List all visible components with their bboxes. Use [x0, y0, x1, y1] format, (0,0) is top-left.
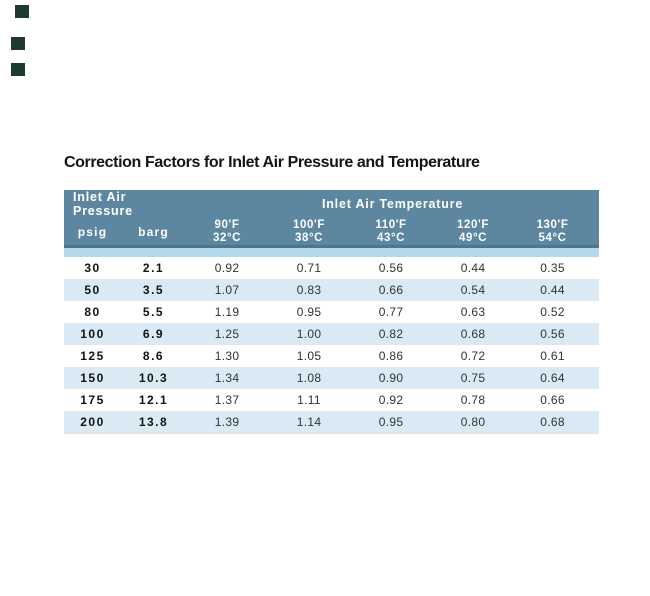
factor-cell: 0.92 — [350, 389, 433, 411]
psig-cell: 175 — [64, 389, 121, 411]
column-group-inlet-air-pressure: Inlet Air Pressure — [64, 190, 187, 218]
factor-cell: 0.66 — [350, 279, 433, 301]
factor-cell: 0.52 — [514, 301, 600, 323]
factor-cell: 1.34 — [186, 367, 269, 389]
factor-cell: 0.66 — [514, 389, 600, 411]
table-row: 80 5.5 1.19 0.95 0.77 0.63 0.52 — [64, 301, 600, 323]
column-header-psig: psig — [64, 218, 121, 248]
image-fragment — [11, 37, 25, 50]
factor-cell: 0.71 — [268, 257, 351, 279]
barg-cell: 10.3 — [121, 367, 187, 389]
column-group-inlet-air-temperature: Inlet Air Temperature — [186, 190, 600, 218]
factor-cell: 1.30 — [186, 345, 269, 367]
factor-cell: 0.63 — [432, 301, 515, 323]
column-header-barg: barg — [121, 218, 187, 248]
image-fragment — [15, 5, 29, 18]
factor-cell: 1.05 — [268, 345, 351, 367]
factor-cell: 0.61 — [514, 345, 600, 367]
table-row: 200 13.8 1.39 1.14 0.95 0.80 0.68 — [64, 411, 600, 434]
temp-f-label: 90'F — [214, 218, 240, 231]
factor-cell: 0.92 — [186, 257, 269, 279]
factor-cell: 0.56 — [514, 323, 600, 345]
factor-cell: 0.75 — [432, 367, 515, 389]
image-fragment — [11, 63, 25, 76]
barg-cell: 12.1 — [121, 389, 187, 411]
factor-cell: 1.19 — [186, 301, 269, 323]
factor-cell: 0.68 — [432, 323, 515, 345]
table-row: 100 6.9 1.25 1.00 0.82 0.68 0.56 — [64, 323, 600, 345]
barg-cell: 6.9 — [121, 323, 187, 345]
column-header-130f: 130'F 54°C — [514, 218, 600, 248]
column-group-row: Inlet Air Pressure Inlet Air Temperature — [64, 190, 600, 218]
temp-c-label: 54°C — [538, 231, 567, 244]
barg-cell: 5.5 — [121, 301, 187, 323]
table-header: Inlet Air Pressure Inlet Air Temperature… — [64, 190, 600, 248]
factor-cell: 0.44 — [432, 257, 515, 279]
barg-cell: 2.1 — [121, 257, 187, 279]
spacer-cell — [64, 246, 600, 257]
table-row: 125 8.6 1.30 1.05 0.86 0.72 0.61 — [64, 345, 600, 367]
factor-cell: 1.11 — [268, 389, 351, 411]
factor-cell: 0.80 — [432, 411, 515, 434]
table-row: 30 2.1 0.92 0.71 0.56 0.44 0.35 — [64, 257, 600, 279]
psig-cell: 200 — [64, 411, 121, 434]
factor-cell: 0.44 — [514, 279, 600, 301]
factor-cell: 0.77 — [350, 301, 433, 323]
temp-f-label: 110'F — [375, 218, 407, 231]
factor-cell: 0.90 — [350, 367, 433, 389]
table-row: 150 10.3 1.34 1.08 0.90 0.75 0.64 — [64, 367, 600, 389]
column-header-110f: 110'F 43°C — [350, 218, 433, 248]
factor-cell: 0.68 — [514, 411, 600, 434]
factor-cell: 1.08 — [268, 367, 351, 389]
psig-cell: 125 — [64, 345, 121, 367]
factor-cell: 0.35 — [514, 257, 600, 279]
factor-cell: 1.37 — [186, 389, 269, 411]
barg-cell: 13.8 — [121, 411, 187, 434]
factor-cell: 0.83 — [268, 279, 351, 301]
temp-c-label: 43°C — [376, 231, 406, 244]
psig-cell: 30 — [64, 257, 121, 279]
temp-f-label: 130'F — [536, 218, 569, 231]
psig-cell: 100 — [64, 323, 121, 345]
psig-cell: 80 — [64, 301, 121, 323]
barg-cell: 3.5 — [121, 279, 187, 301]
temp-c-label: 38°C — [294, 231, 324, 244]
factor-cell: 1.14 — [268, 411, 351, 434]
temp-c-label: 49°C — [458, 231, 488, 244]
psig-cell: 150 — [64, 367, 121, 389]
temp-f-label: 120'F — [457, 218, 489, 231]
factor-cell: 0.82 — [350, 323, 433, 345]
factor-cell: 1.00 — [268, 323, 351, 345]
factor-cell: 0.64 — [514, 367, 600, 389]
temp-f-label: 100'F — [293, 218, 325, 231]
column-header-row: psig barg 90'F 32°C 100'F 38°C 110'F 43°… — [64, 218, 600, 248]
factor-cell: 1.39 — [186, 411, 269, 434]
factor-cell: 0.54 — [432, 279, 515, 301]
table-row: 175 12.1 1.37 1.11 0.92 0.78 0.66 — [64, 389, 600, 411]
correction-factors-table: Inlet Air Pressure Inlet Air Temperature… — [64, 190, 600, 434]
factor-cell: 1.07 — [186, 279, 269, 301]
factor-cell: 0.78 — [432, 389, 515, 411]
column-header-100f: 100'F 38°C — [268, 218, 351, 248]
spacer-row — [64, 246, 600, 257]
factor-cell: 0.86 — [350, 345, 433, 367]
factor-cell: 0.95 — [268, 301, 351, 323]
factor-cell: 0.72 — [432, 345, 515, 367]
column-header-90f: 90'F 32°C — [186, 218, 269, 248]
factor-cell: 1.25 — [186, 323, 269, 345]
barg-cell: 8.6 — [121, 345, 187, 367]
page-title: Correction Factors for Inlet Air Pressur… — [64, 154, 480, 171]
temp-c-label: 32°C — [212, 231, 242, 244]
factor-cell: 0.56 — [350, 257, 433, 279]
table-body: 30 2.1 0.92 0.71 0.56 0.44 0.35 50 3.5 1… — [64, 246, 600, 434]
psig-cell: 50 — [64, 279, 121, 301]
factor-cell: 0.95 — [350, 411, 433, 434]
column-header-120f: 120'F 49°C — [432, 218, 515, 248]
table-row: 50 3.5 1.07 0.83 0.66 0.54 0.44 — [64, 279, 600, 301]
